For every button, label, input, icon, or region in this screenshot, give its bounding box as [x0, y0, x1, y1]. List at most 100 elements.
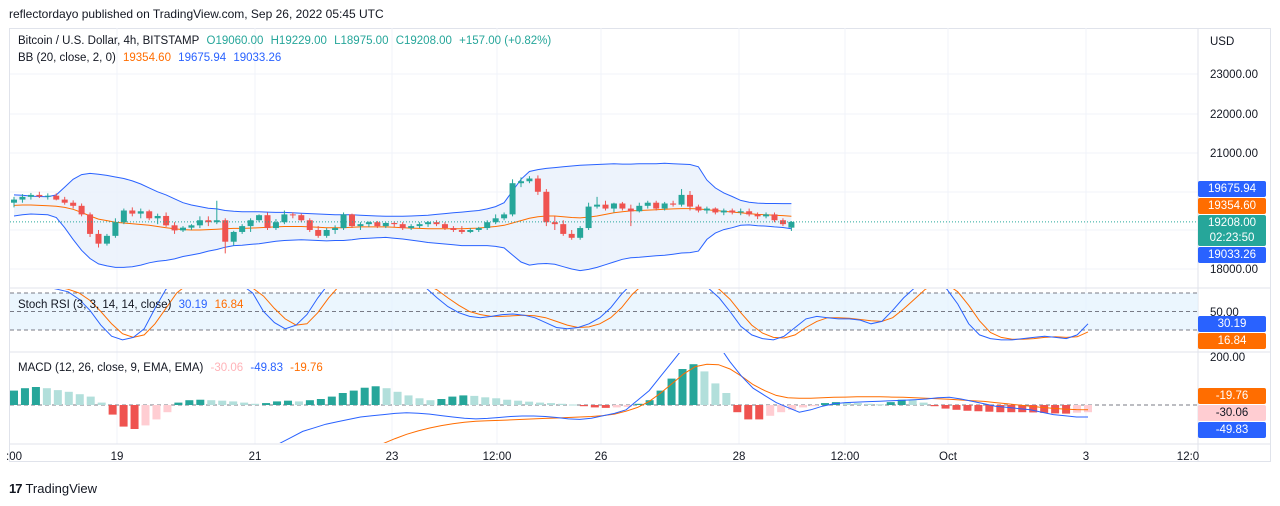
- brand-name: TradingView: [25, 481, 98, 496]
- macd-hist-bar: [623, 405, 632, 407]
- macd-hist-bar: [886, 402, 895, 405]
- time-tick-label: 12:00: [831, 451, 860, 463]
- candle-body: [120, 210, 127, 223]
- candle-body: [518, 181, 524, 184]
- candle-body: [230, 231, 237, 242]
- candle-body: [264, 215, 271, 229]
- time-tick-label: 12:0: [1177, 451, 1199, 463]
- candle-body: [712, 208, 719, 213]
- candle-body: [585, 206, 592, 229]
- candle-body: [501, 214, 508, 219]
- candle-body: [323, 230, 330, 236]
- bb-upper-line: [13, 162, 792, 217]
- macd-hist-bar: [1040, 405, 1049, 413]
- bb-legend: BB (20, close, 2, 0) 19354.60 19675.94 1…: [18, 52, 285, 64]
- candle-body: [492, 218, 499, 223]
- countdown-tag: 02:23:50: [1198, 230, 1266, 246]
- candle-body: [70, 202, 77, 206]
- macd-macd-tag: -49.83: [1198, 422, 1266, 438]
- price-tick-label: 18000.00: [1210, 264, 1258, 276]
- macd-hist-bar: [53, 390, 62, 405]
- macd-line: [279, 353, 1088, 443]
- bb-name[interactable]: BB (20, close, 2, 0): [18, 52, 116, 64]
- macd-signal-tag: -19.76: [1198, 388, 1266, 404]
- macd-hist-bar: [579, 405, 588, 407]
- candle-body: [594, 204, 601, 207]
- candle-body: [551, 222, 558, 225]
- candle-body: [374, 222, 381, 227]
- bb-basis-tag: 19354.60: [1198, 198, 1266, 214]
- candle-body: [44, 195, 51, 197]
- candle-body: [720, 210, 727, 213]
- macd-hist-bar: [141, 405, 150, 426]
- candle-body: [87, 214, 94, 234]
- macd-hist-bar: [744, 405, 753, 420]
- publish-header: reflectordayo published on TradingView.c…: [9, 7, 384, 21]
- candle-body: [509, 183, 516, 215]
- macd-hist-bar: [941, 405, 950, 409]
- macd-hist-bar: [371, 386, 380, 405]
- close-value: C19208.00: [395, 35, 452, 47]
- open-value: O19060.00: [206, 35, 264, 47]
- time-tick-label: 3: [1083, 451, 1089, 463]
- macd-hist-bar: [207, 400, 216, 405]
- macd-hist-bar: [262, 403, 271, 405]
- macd-hist-bar: [733, 405, 742, 413]
- candle-body: [703, 208, 710, 211]
- candle-body: [222, 220, 229, 242]
- bollinger-bands: [13, 162, 792, 272]
- macd-hist-bar: [678, 369, 687, 405]
- candle-body: [196, 220, 203, 226]
- macd-tick-label: 200.00: [1210, 352, 1245, 364]
- macd-hist-bar: [514, 400, 523, 405]
- macd-hist-bar: [218, 400, 227, 405]
- time-tick-label: 12:00: [483, 451, 512, 463]
- candle-body: [256, 215, 263, 221]
- candle-body: [754, 214, 761, 217]
- stoch-d-tag: 16.84: [1198, 333, 1266, 349]
- candle-body: [146, 211, 153, 219]
- macd-hist-bar: [634, 403, 643, 405]
- macd-hist-bar: [251, 403, 260, 405]
- candle-body: [737, 211, 744, 213]
- time-tick-label: 23: [386, 451, 399, 463]
- candle-body: [610, 203, 617, 209]
- candle-body: [467, 230, 474, 232]
- candle-body: [577, 228, 584, 238]
- footer-branding[interactable]: 17 TradingView: [9, 481, 97, 496]
- macd-hist-bar: [1051, 405, 1060, 414]
- candle-body: [661, 203, 668, 209]
- candle-body: [653, 202, 660, 209]
- candle-body: [484, 222, 491, 229]
- macd-hist-tag: -30.06: [1198, 405, 1266, 421]
- macd-hist-bar: [777, 405, 786, 413]
- macd-hist-bar: [1007, 405, 1016, 413]
- candle-body: [425, 222, 432, 225]
- macd-hist-bar: [426, 400, 435, 405]
- candle-body: [213, 220, 220, 223]
- macd-hist-bar: [481, 397, 490, 405]
- candle-body: [382, 222, 389, 227]
- price-tick-label: 23000.00: [1210, 69, 1258, 81]
- macd-hist-bar: [711, 383, 720, 405]
- stoch-name[interactable]: Stoch RSI (3, 3, 14, 14, close): [18, 299, 172, 311]
- candle-body: [441, 224, 448, 229]
- macd-hist-bar: [119, 405, 128, 427]
- candle-body: [137, 211, 144, 214]
- macd-hist-bar: [919, 402, 928, 405]
- candle-body: [560, 224, 567, 234]
- currency-label: USD: [1210, 36, 1234, 48]
- candle-body: [357, 224, 364, 227]
- candle-body: [391, 222, 398, 225]
- macd-name[interactable]: MACD (12, 26, close, 9, EMA, EMA): [18, 362, 204, 374]
- macd-hist-bar: [820, 403, 829, 405]
- candle-body: [399, 224, 406, 229]
- macd-hist-bar: [656, 390, 665, 405]
- macd-hist-bar: [908, 400, 917, 405]
- candle-body: [534, 178, 541, 192]
- macd-hist-bar: [64, 391, 73, 405]
- macd-hist-bar: [196, 399, 205, 405]
- symbol-label[interactable]: Bitcoin / U.S. Dollar, 4h, BITSTAMP: [18, 35, 200, 47]
- macd-hist-bar: [437, 399, 446, 405]
